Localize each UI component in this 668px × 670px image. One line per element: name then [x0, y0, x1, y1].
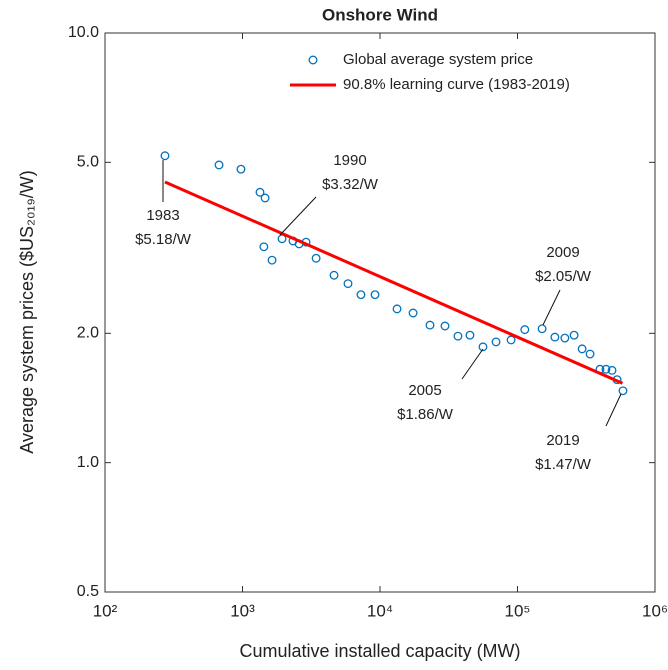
data-point — [259, 242, 269, 252]
y-tick-label: 2.0 — [77, 325, 99, 342]
legend-marker — [308, 55, 318, 65]
annotation-leader — [279, 196, 317, 236]
data-point — [267, 255, 277, 265]
data-point — [453, 331, 463, 341]
annotation: 1990 — [333, 152, 366, 169]
annotation: 2019 — [546, 432, 579, 449]
data-point — [506, 335, 516, 345]
annotation: 1983 — [146, 207, 179, 224]
data-point — [601, 364, 611, 374]
x-tick-label: 10⁶ — [642, 601, 668, 620]
data-point — [520, 325, 530, 335]
x-tick-label: 10⁵ — [505, 601, 531, 620]
legend-label: 90.8% learning curve (1983-2019) — [343, 76, 570, 93]
plot-frame — [104, 32, 656, 593]
data-point — [560, 333, 570, 343]
data-point — [160, 151, 170, 161]
annotation: $1.47/W — [535, 456, 592, 473]
x-tick-label: 10² — [93, 601, 118, 620]
data-point — [478, 342, 488, 352]
annotation: $1.86/W — [397, 406, 454, 423]
y-tick-label: 10.0 — [68, 24, 99, 41]
y-tick-label: 0.5 — [77, 583, 99, 600]
y-tick-label: 5.0 — [77, 154, 99, 171]
annotation: $3.32/W — [322, 176, 379, 193]
data-point — [440, 321, 450, 331]
data-point — [343, 279, 353, 289]
learning-curve — [164, 180, 624, 385]
data-point — [550, 332, 560, 342]
annotation: 2009 — [546, 244, 579, 261]
data-point — [370, 290, 380, 300]
x-tick-label: 10⁴ — [367, 601, 393, 620]
annotation-leader — [605, 393, 622, 427]
x-tick-label: 10³ — [230, 601, 255, 620]
data-point — [260, 193, 270, 203]
data-point — [329, 270, 339, 280]
data-point — [425, 320, 435, 330]
data-point — [491, 337, 501, 347]
annotation: $5.18/W — [135, 231, 192, 248]
annotation-leader — [461, 348, 484, 380]
annotation-leader — [542, 289, 561, 326]
data-point — [356, 290, 366, 300]
data-point — [311, 253, 321, 263]
data-point — [408, 308, 418, 318]
annotation: 2005 — [408, 382, 441, 399]
data-point — [569, 330, 579, 340]
data-point — [537, 324, 547, 334]
y-tick-label: 1.0 — [77, 454, 99, 471]
data-point — [392, 304, 402, 314]
chart-title: Onshore Wind — [322, 5, 438, 24]
legend-label: Global average system price — [343, 51, 533, 68]
y-axis-label: Average system prices ($US₂₀₁₉/W) — [17, 170, 37, 453]
data-point — [585, 349, 595, 359]
data-point — [236, 164, 246, 174]
x-axis-label: Cumulative installed capacity (MW) — [239, 641, 520, 661]
data-point — [214, 160, 224, 170]
data-point — [577, 344, 587, 354]
data-point — [607, 365, 617, 375]
data-point — [465, 330, 475, 340]
data-point — [618, 386, 628, 396]
data-point — [255, 187, 265, 197]
annotation: $2.05/W — [535, 268, 592, 285]
